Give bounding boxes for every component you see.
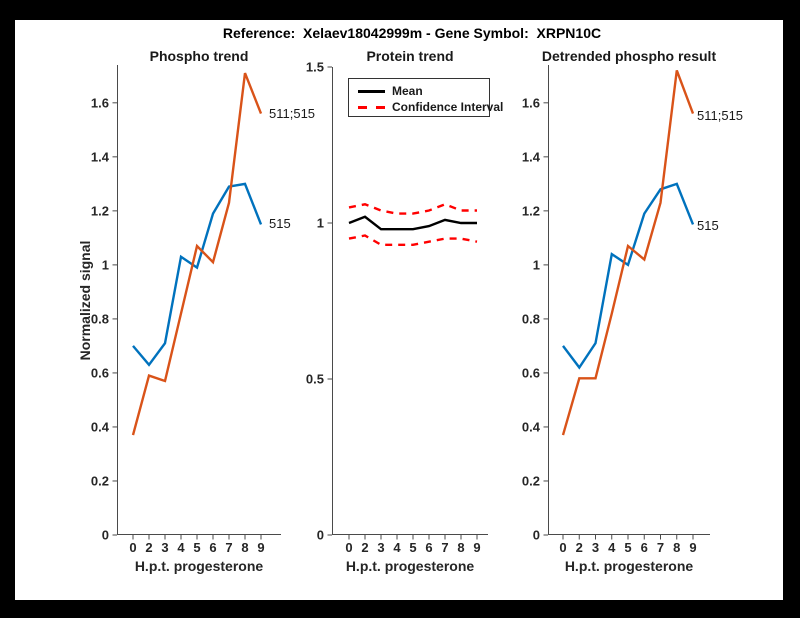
svg-text:5: 5	[624, 540, 631, 555]
svg-text:7: 7	[441, 540, 448, 555]
series-label-511-515-right: 511;515	[697, 108, 744, 123]
svg-text:0.8: 0.8	[522, 311, 540, 326]
svg-text:6: 6	[641, 540, 648, 555]
svg-text:1.6: 1.6	[91, 95, 109, 110]
svg-text:0.2: 0.2	[522, 473, 540, 488]
svg-text:1.6: 1.6	[522, 95, 540, 110]
svg-text:7: 7	[657, 540, 664, 555]
series-label-515-left: 515	[269, 216, 291, 231]
panel-title-protein-trend: Protein trend	[366, 48, 454, 64]
svg-text:0: 0	[102, 528, 109, 543]
plot-area-phospho-trend: 0 2 3 4 5 6 7 8 9 0 0.2 0.4 0.6 0.8 1 1.2 1.4 1.6	[91, 65, 281, 555]
svg-text:3: 3	[161, 540, 168, 555]
svg-text:4: 4	[393, 540, 401, 555]
svg-text:0: 0	[129, 540, 136, 555]
y-axis-label: Normalized signal	[77, 240, 93, 361]
plot-area-detrended-phospho: 0 2 3 4 5 6 7 8 9 0 0.2 0.4 0.6 0.8 1 1.2 1.4 1.6	[522, 65, 710, 555]
series-label-511-515-left: 511;515	[269, 106, 316, 121]
mean-line-swatch-icon	[358, 89, 385, 93]
protein-trend-chart: 0 2 3 4 5 6 7 8 900.511.5	[306, 60, 488, 555]
svg-text:9: 9	[473, 540, 480, 555]
svg-text:4: 4	[177, 540, 185, 555]
svg-text:1.2: 1.2	[522, 203, 540, 218]
figure-canvas: Reference: Xelaev18042999m - Gene Symbol…	[15, 20, 783, 600]
svg-text:1: 1	[533, 257, 540, 272]
svg-text:0: 0	[317, 528, 324, 543]
svg-text:0.8: 0.8	[91, 311, 109, 326]
svg-text:0: 0	[345, 540, 352, 555]
x-axis-label-detrended-phospho: H.p.t. progesterone	[564, 558, 694, 574]
svg-text:0.4: 0.4	[91, 419, 110, 434]
svg-text:7: 7	[225, 540, 232, 555]
phospho-trend-chart: 0 2 3 4 5 6 7 8 900.20.40.60.811.21.41.6	[91, 65, 281, 555]
svg-text:1: 1	[102, 257, 109, 272]
svg-text:0.5: 0.5	[306, 372, 324, 387]
svg-text:0: 0	[533, 528, 540, 543]
confidence-interval-dash-swatch-icon	[358, 105, 385, 109]
svg-text:2: 2	[145, 540, 152, 555]
panel-title-detrended-phospho: Detrended phospho result	[541, 48, 717, 64]
svg-text:1.2: 1.2	[91, 203, 109, 218]
svg-text:0.6: 0.6	[522, 365, 540, 380]
svg-text:0: 0	[559, 540, 566, 555]
figure-title: Reference: Xelaev18042999m - Gene Symbol…	[222, 25, 602, 41]
legend-label-mean: Mean	[392, 84, 423, 98]
svg-text:5: 5	[193, 540, 200, 555]
svg-text:2: 2	[576, 540, 583, 555]
svg-text:1.5: 1.5	[306, 60, 324, 75]
svg-text:1.4: 1.4	[91, 149, 110, 164]
svg-text:9: 9	[257, 540, 264, 555]
plot-area-protein-trend: 0 2 3 4 5 6 7 8 9 0 0.5 1 1.5	[306, 60, 488, 555]
x-axis-label-protein-trend: H.p.t. progesterone	[345, 558, 475, 574]
legend-label-confidence-interval: Confidence Interval	[392, 100, 504, 114]
svg-text:1.4: 1.4	[522, 149, 541, 164]
detrended-phospho-chart: 0 2 3 4 5 6 7 8 900.20.40.60.811.21.41.6	[522, 65, 710, 555]
x-axis-label-phospho-trend: H.p.t. progesterone	[134, 558, 264, 574]
svg-text:4: 4	[608, 540, 616, 555]
svg-text:8: 8	[241, 540, 248, 555]
svg-text:0.2: 0.2	[91, 473, 109, 488]
legend-entry-mean: Mean	[358, 83, 489, 99]
series-label-515-right: 515	[697, 218, 719, 233]
svg-text:0.4: 0.4	[522, 419, 541, 434]
svg-text:6: 6	[209, 540, 216, 555]
svg-text:8: 8	[673, 540, 680, 555]
svg-text:6: 6	[425, 540, 432, 555]
legend: Mean Confidence Interval	[348, 78, 503, 117]
svg-text:9: 9	[689, 540, 696, 555]
panel-title-phospho-trend: Phospho trend	[149, 48, 249, 64]
svg-text:1: 1	[317, 216, 324, 231]
svg-text:2: 2	[361, 540, 368, 555]
svg-text:8: 8	[457, 540, 464, 555]
svg-text:5: 5	[409, 540, 416, 555]
svg-text:0.6: 0.6	[91, 365, 109, 380]
svg-text:3: 3	[377, 540, 384, 555]
svg-text:3: 3	[592, 540, 599, 555]
legend-entry-confidence-interval: Confidence Interval	[358, 99, 503, 115]
